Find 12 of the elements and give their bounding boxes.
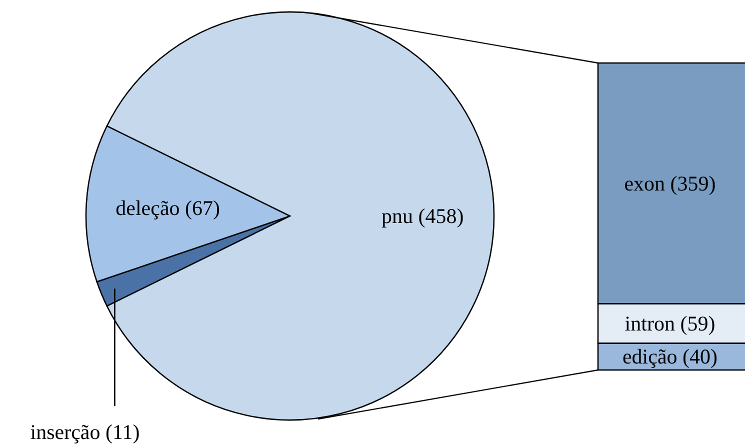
- slice-label: pnu: [381, 204, 414, 228]
- data-label: (11): [100, 420, 140, 444]
- data-label: (359): [665, 171, 716, 196]
- slice-label: inserção: [30, 420, 100, 444]
- series-label: exon: [624, 171, 666, 196]
- slice-label: deleção: [116, 196, 180, 220]
- series-label: intron: [624, 311, 676, 336]
- data-label: (67): [180, 196, 220, 220]
- series-label: edição: [622, 344, 678, 369]
- data-label: (59): [674, 311, 716, 336]
- data-label: (40): [677, 344, 718, 369]
- data-label: (458): [412, 204, 464, 228]
